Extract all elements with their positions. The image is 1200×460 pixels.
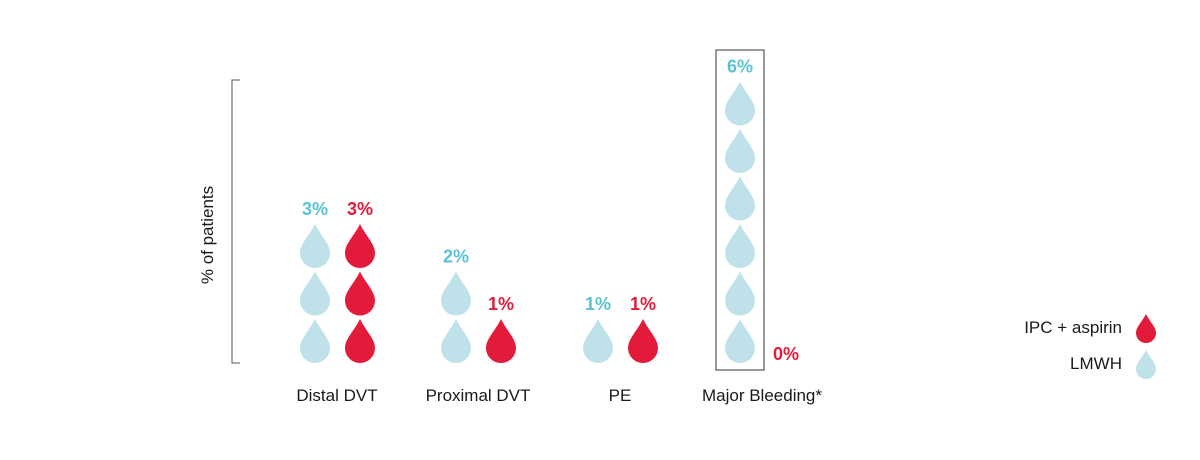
value-label: 1% xyxy=(630,294,656,314)
value-label: 1% xyxy=(488,294,514,314)
drop-icon xyxy=(345,319,375,363)
legend-label: LMWH xyxy=(1070,354,1122,373)
category-label: PE xyxy=(609,386,632,405)
drop-icon xyxy=(725,271,755,316)
y-axis-label: % of patients xyxy=(198,186,217,284)
value-label: 0% xyxy=(773,344,799,364)
legend-label: IPC + aspirin xyxy=(1024,318,1122,337)
legend-drop-icon xyxy=(1136,350,1156,379)
category-label: Proximal DVT xyxy=(426,386,531,405)
value-label: 3% xyxy=(302,199,328,219)
drop-icon xyxy=(441,319,471,363)
drop-icon xyxy=(345,271,375,316)
highlight-box xyxy=(715,49,765,371)
drop-icon xyxy=(725,176,755,221)
drop-icon xyxy=(725,319,755,363)
drop-icon xyxy=(300,224,330,268)
value-label: 1% xyxy=(585,294,611,314)
drop-icon xyxy=(628,319,658,363)
drop-icon xyxy=(583,319,613,363)
value-label: 3% xyxy=(347,199,373,219)
drop-icon xyxy=(725,129,755,173)
drop-icon xyxy=(300,271,330,316)
legend: IPC + aspirin LMWH xyxy=(1024,314,1156,379)
drop-icon xyxy=(345,224,375,268)
drop-icon xyxy=(725,81,755,126)
category-label: Major Bleeding* xyxy=(702,386,822,405)
y-axis-bracket xyxy=(231,79,240,364)
drop-icon xyxy=(725,224,755,268)
drop-icon xyxy=(441,271,471,316)
value-label: 2% xyxy=(443,247,469,267)
category-label: Distal DVT xyxy=(296,386,377,405)
drop-icon xyxy=(300,319,330,363)
value-label: 6% xyxy=(727,57,753,77)
legend-drop-icon xyxy=(1136,314,1156,343)
drop-icon xyxy=(486,319,516,363)
